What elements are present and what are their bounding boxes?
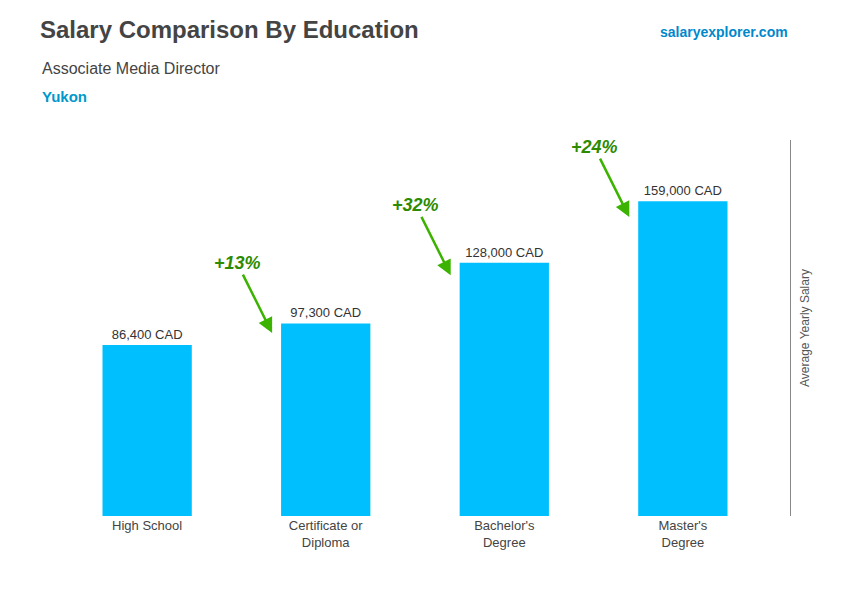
- svg-text:+24%: +24%: [571, 137, 618, 157]
- svg-text:High School: High School: [112, 518, 182, 533]
- svg-text:+32%: +32%: [392, 195, 439, 215]
- svg-text:Yukon: Yukon: [42, 88, 87, 105]
- svg-text:Average Yearly Salary: Average Yearly Salary: [798, 269, 812, 387]
- svg-text:128,000 CAD: 128,000 CAD: [465, 245, 543, 260]
- svg-text:Certificate orDiploma: Certificate orDiploma: [289, 518, 363, 550]
- svg-text:Master'sDegree: Master'sDegree: [659, 518, 708, 550]
- svg-text:Associate Media Director: Associate Media Director: [42, 60, 221, 77]
- svg-text:86,400 CAD: 86,400 CAD: [112, 327, 183, 342]
- svg-text:97,300 CAD: 97,300 CAD: [290, 305, 361, 320]
- svg-text:+13%: +13%: [214, 253, 261, 273]
- svg-text:Salary Comparison By Education: Salary Comparison By Education: [40, 16, 419, 43]
- svg-text:159,000 CAD: 159,000 CAD: [644, 183, 722, 198]
- svg-text:salaryexplorer.com: salaryexplorer.com: [660, 24, 788, 40]
- svg-text:Bachelor'sDegree: Bachelor'sDegree: [474, 518, 535, 550]
